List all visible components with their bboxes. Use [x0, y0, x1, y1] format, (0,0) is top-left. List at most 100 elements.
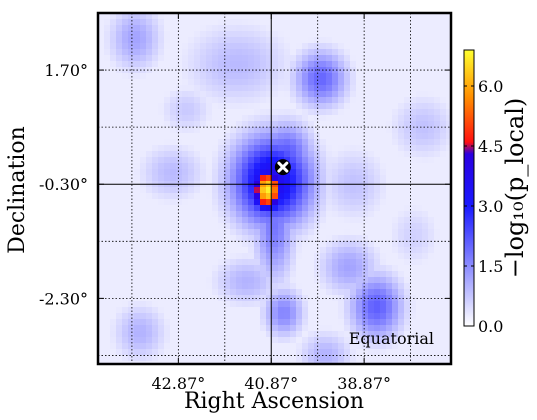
heatmap-cell [248, 193, 255, 200]
heatmap-cell [206, 331, 213, 338]
heatmap-cell [446, 127, 451, 134]
heatmap-cell [380, 127, 387, 134]
heatmap-cell [128, 259, 135, 266]
heatmap-cell [98, 235, 105, 242]
heatmap-cell [200, 91, 207, 98]
heatmap-cell [284, 217, 291, 224]
heatmap-cell [428, 211, 435, 218]
heatmap-cell [200, 97, 207, 104]
heatmap-cell [182, 193, 189, 200]
heatmap-cell [176, 277, 183, 284]
heatmap-cell [350, 121, 357, 128]
heatmap-cell [176, 313, 183, 320]
heatmap-cell [122, 19, 129, 26]
heatmap-cell [422, 31, 429, 38]
heatmap-cell [392, 319, 399, 326]
heatmap-cell [128, 253, 135, 260]
heatmap-cell [404, 187, 411, 194]
heatmap-cell [350, 73, 357, 80]
heatmap-cell [434, 355, 441, 362]
heatmap-cell [194, 325, 201, 332]
heatmap-cell [416, 13, 423, 20]
heatmap-cell [326, 205, 333, 212]
heatmap-cell [140, 241, 147, 248]
heatmap-cell [134, 301, 141, 308]
heatmap-cell [206, 79, 213, 86]
heatmap-cell [236, 151, 243, 158]
heatmap-cell [236, 199, 243, 206]
heatmap-cell [200, 199, 207, 206]
heatmap-cell [428, 235, 435, 242]
heatmap-cell [98, 163, 105, 170]
heatmap-cell [128, 229, 135, 236]
heatmap-cell [236, 355, 243, 362]
heatmap-cell [398, 115, 405, 122]
heatmap-cell [134, 115, 141, 122]
heatmap-cell [110, 307, 117, 314]
heatmap-cell [164, 337, 171, 344]
heatmap-cell [380, 229, 387, 236]
heatmap-cell [416, 193, 423, 200]
heatmap-cell [194, 169, 201, 176]
heatmap-cell [206, 337, 213, 344]
heatmap-cell [176, 283, 183, 290]
heatmap-cell [338, 169, 345, 176]
heatmap-cell [362, 355, 369, 362]
heatmap-cell [278, 313, 285, 320]
heatmap-cell [170, 31, 177, 38]
heatmap-cell [218, 349, 225, 356]
heatmap-cell [260, 253, 267, 260]
heatmap-cell [434, 337, 441, 344]
heatmap-cell [404, 271, 411, 278]
heatmap-cell [344, 163, 351, 170]
heatmap-cell [230, 343, 237, 350]
heatmap-cell [398, 163, 405, 170]
heatmap-cell [104, 295, 111, 302]
heatmap-cell [356, 187, 363, 194]
heatmap-cell [122, 307, 129, 314]
heatmap-cell [422, 319, 429, 326]
heatmap-cell [218, 163, 225, 170]
heatmap-cell [428, 19, 435, 26]
heatmap-cell [320, 229, 327, 236]
heatmap-cell [350, 133, 357, 140]
heatmap-cell [242, 139, 249, 146]
heatmap-cell [170, 259, 177, 266]
heatmap-cell [158, 187, 165, 194]
heatmap-cell [140, 223, 147, 230]
heatmap-cell [392, 241, 399, 248]
heatmap-cell [338, 205, 345, 212]
heatmap-cell [386, 37, 393, 44]
heatmap-cell [116, 31, 123, 38]
heatmap-cell [218, 169, 225, 176]
heatmap-cell [368, 175, 375, 182]
heatmap-cell [158, 223, 165, 230]
heatmap-cell [128, 127, 135, 134]
heatmap-cell [356, 337, 363, 344]
heatmap-cell [350, 37, 357, 44]
heatmap-cell [110, 271, 117, 278]
heatmap-cell [338, 283, 345, 290]
heatmap-cell [308, 361, 315, 364]
heatmap-cell [314, 313, 321, 320]
heatmap-cell [230, 211, 237, 218]
heatmap-cell [290, 13, 297, 20]
heatmap-cell [266, 319, 273, 326]
heatmap-cell [410, 13, 417, 20]
heatmap-cell [224, 271, 231, 278]
heatmap-cell [350, 67, 357, 74]
heatmap-cell [374, 331, 381, 338]
heatmap-cell [170, 349, 177, 356]
heatmap-cell [440, 31, 447, 38]
heatmap-cell [176, 121, 183, 128]
heatmap-cell [212, 121, 219, 128]
heatmap-cell [428, 355, 435, 362]
heatmap-cell [104, 31, 111, 38]
heatmap-cell [368, 193, 375, 200]
heatmap-cell [446, 157, 451, 164]
heatmap-cell [248, 349, 255, 356]
heatmap-cell [212, 187, 219, 194]
heatmap-cell [260, 331, 267, 338]
heatmap-cell [254, 151, 261, 158]
heatmap-cell [278, 79, 285, 86]
